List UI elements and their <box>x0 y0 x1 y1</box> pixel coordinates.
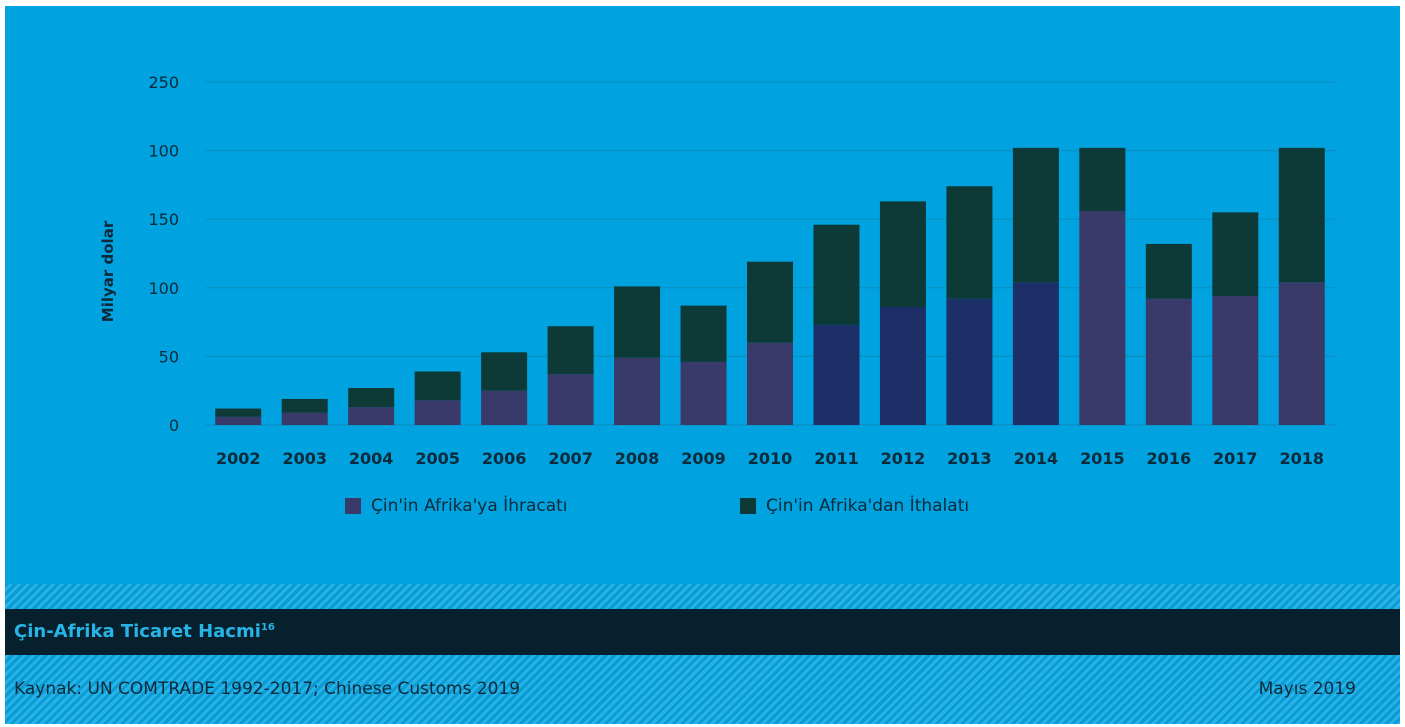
bar-2012-series-1 <box>879 201 926 308</box>
legend-label-exports: Çin'in Afrika'ya İhracatı <box>371 496 568 516</box>
bar-2010-series-1 <box>747 261 793 343</box>
x-tick-label-2016: 2016 <box>1147 449 1192 468</box>
x-tick-label-2014: 2014 <box>1014 449 1059 468</box>
bar-2004-series-1 <box>348 387 395 408</box>
chart-title-text: Çin-Afrika Ticaret Hacmi <box>14 621 261 642</box>
title-bar: Çin-Afrika Ticaret Hacmi16 <box>5 609 1400 655</box>
bar-2007-series-0 <box>547 374 594 425</box>
chart-title-footnote: 16 <box>260 622 275 633</box>
legend-swatch-exports <box>345 498 361 514</box>
bar-2014-series-0 <box>1012 282 1059 425</box>
bar-2009-series-0 <box>680 361 727 425</box>
bar-2013-series-0 <box>946 298 993 425</box>
x-tick-label-2005: 2005 <box>415 449 460 468</box>
bar-2005-series-1 <box>414 371 461 401</box>
x-tick-label-2009: 2009 <box>681 449 726 468</box>
bar-2006-series-1 <box>481 352 528 391</box>
publication-date: Mayıs 2019 <box>1258 679 1356 699</box>
bar-2016-series-0 <box>1145 298 1192 425</box>
x-tick-label-2015: 2015 <box>1080 449 1125 468</box>
bar-2003-series-0 <box>281 412 328 425</box>
source-note: Kaynak: UN COMTRADE 1992-2017; Chinese C… <box>14 679 521 699</box>
x-tick-label-2011: 2011 <box>814 449 859 468</box>
x-tick-label-2012: 2012 <box>881 449 926 468</box>
y-axis-label: Milyar dolar <box>99 220 117 322</box>
bar-2017-series-0 <box>1212 296 1259 425</box>
y-tick-label-1: 50 <box>159 347 179 366</box>
y-tick-label-3: 150 <box>148 210 179 229</box>
chart-title: Çin-Afrika Ticaret Hacmi16 <box>14 621 275 642</box>
bar-2018-series-1 <box>1278 147 1325 283</box>
bar-2012-series-0 <box>879 307 926 425</box>
bar-2010-series-0 <box>747 342 793 425</box>
bar-2014-series-1 <box>1012 147 1059 283</box>
bar-2003-series-1 <box>281 398 328 413</box>
legend-item-exports: Çin'in Afrika'ya İhracatı <box>345 496 568 516</box>
x-tick-label-2010: 2010 <box>748 449 793 468</box>
bar-2008-series-0 <box>614 357 661 425</box>
bar-2015-series-1 <box>1079 147 1126 211</box>
x-tick-label-2018: 2018 <box>1279 449 1324 468</box>
bar-2008-series-1 <box>614 286 661 358</box>
bar-2007-series-1 <box>547 326 594 375</box>
x-tick-label-2006: 2006 <box>482 449 527 468</box>
x-tick-label-2004: 2004 <box>349 449 394 468</box>
x-tick-label-2017: 2017 <box>1213 449 1258 468</box>
bar-2011-series-0 <box>813 324 860 425</box>
x-tick-label-2003: 2003 <box>282 449 327 468</box>
stacked-bar-chart: 0 50 100 150 100 250 Milyar dolar 2002 2003 2004 2… <box>99 73 1335 468</box>
bar-2017-series-1 <box>1212 212 1259 297</box>
x-tick-label-2002: 2002 <box>216 449 261 468</box>
x-tick-label-2013: 2013 <box>947 449 992 468</box>
bar-2002-series-0 <box>215 416 262 425</box>
legend-swatch-imports <box>740 498 756 514</box>
y-tick-label-4: 100 <box>148 142 179 161</box>
bar-2009-series-1 <box>680 305 727 362</box>
y-tick-label-5: 250 <box>148 73 179 92</box>
bar-2011-series-1 <box>813 224 860 325</box>
bar-2016-series-1 <box>1145 243 1192 299</box>
legend-label-imports: Çin'in Afrika'dan İthalatı <box>766 496 970 516</box>
legend-item-imports: Çin'in Afrika'dan İthalatı <box>740 496 969 516</box>
bar-2013-series-1 <box>946 186 993 299</box>
legend: Çin'in Afrika'ya İhracatı Çin'in Afrika'… <box>5 496 1400 526</box>
x-tick-label-2008: 2008 <box>615 449 660 468</box>
bar-2002-series-1 <box>215 408 262 417</box>
bar-2004-series-0 <box>348 407 395 425</box>
bar-2015-series-0 <box>1079 210 1126 425</box>
y-tick-label-0: 0 <box>169 416 179 435</box>
infographic-frame: 0 50 100 150 100 250 Milyar dolar 2002 2003 2004 2… <box>5 6 1400 724</box>
bar-2018-series-0 <box>1278 282 1325 425</box>
bar-2005-series-0 <box>414 400 461 425</box>
bar-2006-series-0 <box>481 390 528 425</box>
y-tick-label-2: 100 <box>148 279 179 298</box>
x-tick-label-2007: 2007 <box>548 449 593 468</box>
